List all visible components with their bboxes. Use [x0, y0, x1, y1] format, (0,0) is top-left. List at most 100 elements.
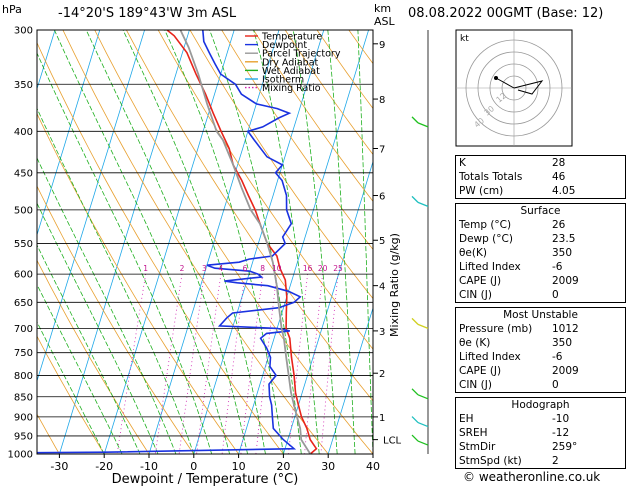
- mixing-ratio-axis-label: Mixing Ratio (g/kg): [388, 233, 401, 337]
- mixing-ratio-line: [288, 274, 308, 454]
- datetime-title: 08.08.2022 00GMT (Base: 12): [408, 6, 604, 21]
- legend-entry: Temperature: [261, 32, 322, 43]
- surface-label: CAPE (J): [459, 275, 502, 287]
- wet-adiabat-line: [37, 52, 213, 454]
- hodograph-label: SREH: [459, 427, 488, 439]
- copyright-footer: © weatheronline.co.uk: [463, 470, 601, 484]
- pw-label: PW (cm): [459, 185, 504, 197]
- x-tick-label: -10: [140, 460, 158, 473]
- wind-barb: [411, 116, 429, 128]
- x-tick-label: 40: [366, 460, 380, 473]
- indices-box: K 28 Totals Totals 46 PW (cm) 4.05: [455, 155, 626, 199]
- surface-value: 23.5: [552, 233, 576, 245]
- k-index-row: K 28: [456, 156, 625, 170]
- wet-adiabat-line: [357, 30, 373, 454]
- pressure-tick-label: 550: [14, 239, 33, 250]
- pressure-unit-label: hPa: [2, 3, 22, 16]
- profile-lines: [37, 30, 318, 454]
- dry-adiabat-line: [253, 30, 373, 202]
- dry-adiabat-line: [37, 41, 284, 454]
- most-unstable-value: 0: [552, 379, 559, 391]
- hodograph-value: 2: [552, 455, 559, 467]
- wind-barb: [411, 195, 429, 207]
- pressure-tick-label: 600: [14, 270, 33, 281]
- surface-value: 2009: [552, 275, 579, 287]
- legend-entry: Dewpoint: [262, 40, 307, 51]
- k-index-value: 28: [552, 157, 566, 169]
- isotherm-line: [103, 30, 235, 454]
- wet-adiabat-line: [292, 30, 338, 454]
- pressure-tick-label: 500: [14, 205, 33, 216]
- surface-value: -6: [552, 261, 563, 273]
- most-unstable-row: Lifted Index -6: [456, 350, 625, 364]
- parcel-trajectory-line: [179, 30, 312, 454]
- totals-value: 46: [552, 171, 566, 183]
- dry-adiabat-line: [189, 30, 373, 300]
- most-unstable-row: Pressure (mb) 1012: [456, 322, 625, 336]
- pressure-tick-label: 750: [14, 348, 33, 359]
- surface-row: CAPE (J) 2009: [456, 274, 625, 288]
- dewpoint-line: [37, 30, 302, 454]
- pressure-tick-label: 950: [14, 431, 33, 442]
- wet-adiabat-line: [85, 30, 248, 454]
- hodograph-row: SREH -12: [456, 426, 625, 440]
- storm-motion-marker: [494, 76, 498, 80]
- mixing-ratio-labels: 1 2 3 4 6 8 10 16 20 25: [143, 264, 343, 273]
- surface-row: CIN (J) 0: [456, 288, 625, 302]
- hodograph-title: Hodograph: [511, 399, 570, 411]
- x-tick-label: 0: [190, 460, 197, 473]
- surface-row: Dewp (°C) 23.5: [456, 232, 625, 246]
- altitude-tick-label: 1: [379, 413, 385, 424]
- mixing-ratio-label: 4: [219, 264, 224, 273]
- k-index-label: K: [459, 157, 466, 169]
- location-title: -14°20'S 189°43'W 3m ASL: [58, 6, 237, 21]
- surface-value: 0: [552, 289, 559, 301]
- legend-entry: Dry Adiabat: [262, 57, 319, 68]
- hodograph-box: Hodograph EH -10 SREH -12 StmDir 259° StmSpd (…: [455, 397, 626, 469]
- wind-barb: [411, 317, 429, 329]
- surface-row: Temp (°C) 26: [456, 218, 625, 232]
- wind-barb: [411, 434, 429, 446]
- pressure-tick-label: 1000: [8, 450, 33, 461]
- mixing-ratio-line: [178, 274, 205, 454]
- mixing-ratio-label: 25: [333, 264, 343, 273]
- isotherm-line: [0, 30, 10, 454]
- totals-label: Totals Totals: [459, 171, 523, 183]
- axes: -30 -20 -10 0 10 20 30 40 1 2 3 4 5 6 7 8 9 LCL: [50, 40, 401, 473]
- surface-row: θe(K) 350: [456, 246, 625, 260]
- mixing-ratio-label: 3: [202, 264, 207, 273]
- wind-barb: [411, 388, 429, 400]
- pressure-tick-label: 350: [14, 80, 33, 91]
- mixing-ratio-line: [240, 274, 264, 454]
- altitude-tick-label: 2: [379, 369, 385, 380]
- most-unstable-value: 2009: [552, 365, 579, 377]
- altitude-tick-label: 4: [379, 282, 385, 293]
- surface-value: 26: [552, 219, 566, 231]
- hodograph-unit: kt: [460, 34, 469, 44]
- surface-title: Surface: [520, 205, 561, 217]
- dry-adiabat-line: [94, 30, 373, 454]
- pw-row: PW (cm) 4.05: [456, 184, 625, 198]
- mixing-ratio-label: 20: [318, 264, 328, 273]
- isobars: 300 350 400 450 500 550 600 650 700 750 800 850 900 9…: [8, 26, 373, 461]
- pw-value: 4.05: [552, 185, 576, 197]
- mixing-ratio-label: 8: [260, 264, 265, 273]
- most-unstable-label: CIN (J): [459, 379, 492, 391]
- wind-barbs: [411, 30, 429, 454]
- mixing-ratio-line: [255, 274, 278, 454]
- most-unstable-label: Lifted Index: [459, 351, 521, 363]
- wet-adiabat-line: [327, 30, 356, 454]
- mixing-ratio-label: 16: [303, 264, 313, 273]
- legend-entry: Mixing Ratio: [262, 83, 321, 94]
- pressure-tick-label: 850: [14, 392, 33, 403]
- most-unstable-title: Most Unstable: [503, 309, 578, 321]
- most-unstable-value: 1012: [552, 323, 579, 335]
- hodograph-row: EH -10: [456, 412, 625, 426]
- x-tick-label: -20: [95, 460, 113, 473]
- isotherm-line: [327, 306, 373, 454]
- most-unstable-value: -6: [552, 351, 563, 363]
- x-tick-label: 30: [321, 460, 335, 473]
- mixing-ratio-label: 1: [143, 264, 148, 273]
